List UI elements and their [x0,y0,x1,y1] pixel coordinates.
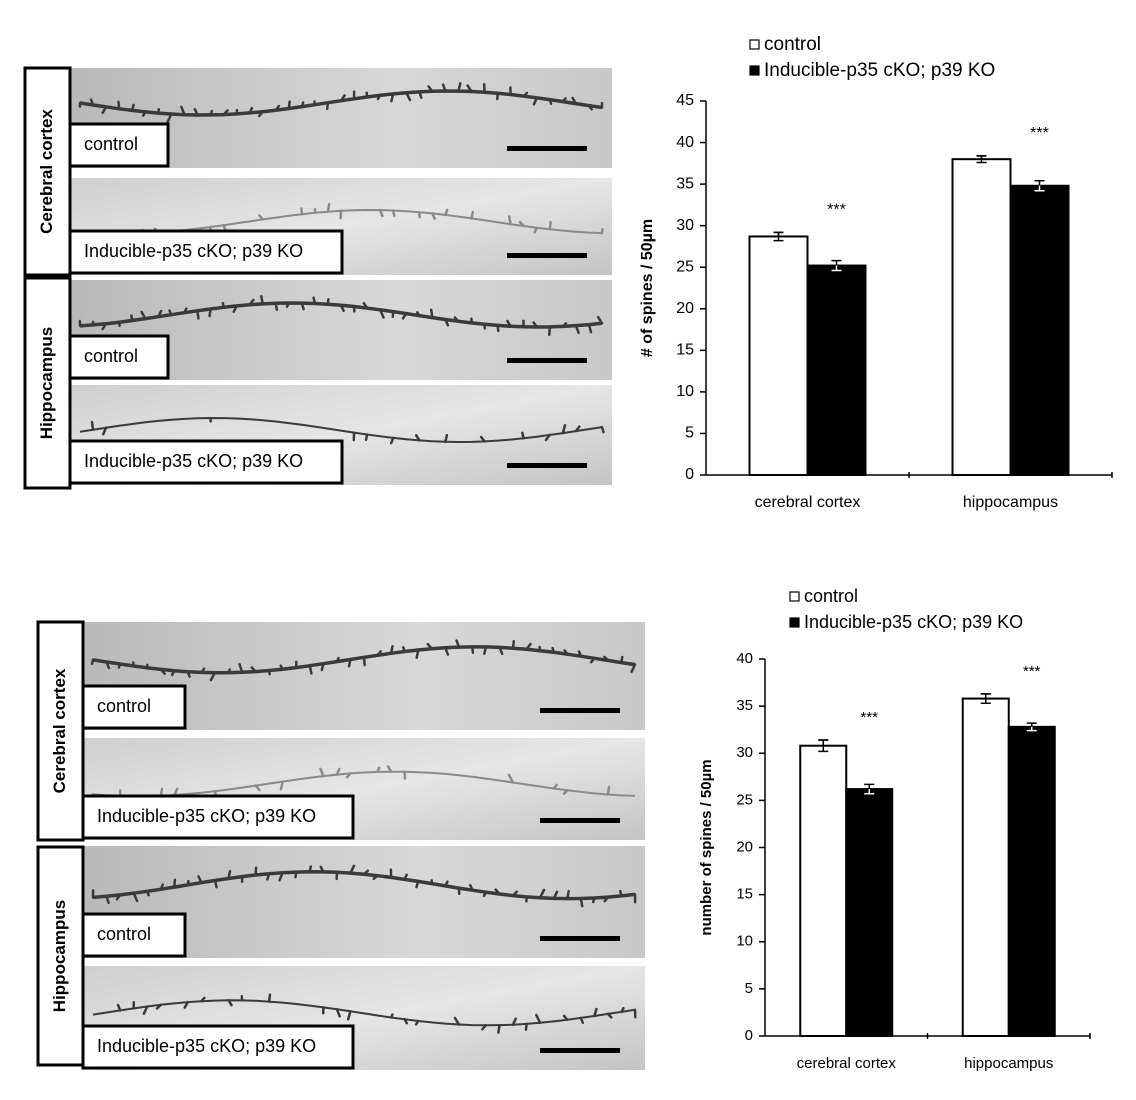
x-tick-label: hippocampus [964,1055,1053,1072]
bar [961,697,1010,1038]
region-label: Cerebral cortex [37,109,56,234]
scale-bar [507,358,587,363]
region-box [23,66,72,277]
legend-label: control [764,34,821,55]
legend-swatch [749,65,760,76]
y-tick-label: 0 [685,466,694,483]
region-box [36,845,85,1067]
micrograph-label: Inducible-p35 cKO; p39 KO [84,451,303,471]
y-tick-label: 20 [676,300,694,317]
micrograph-label: control [97,696,151,716]
significance: *** [1023,663,1041,680]
significance: *** [860,709,878,726]
error-bar-top [1026,722,1037,727]
error-bar-top [1034,180,1045,186]
y-tick-label: 35 [676,175,694,192]
error-bar-top [864,783,875,790]
bar [1009,184,1070,476]
scale-bar [540,818,620,823]
micrograph-label: Inducible-p35 cKO; p39 KO [97,806,316,826]
scale-bar [540,708,620,713]
bar [748,235,809,476]
significance: *** [827,202,846,219]
y-tick-label: 10 [676,383,694,400]
bar [1007,725,1056,1037]
y-tick-label: 5 [745,980,753,997]
y-tick-label: 35 [736,697,753,714]
y-axis-label: # of spines / 50µm [639,219,656,357]
micrograph-label: Inducible-p35 cKO; p39 KO [97,1036,316,1056]
y-tick-label: 45 [676,92,694,109]
error-bar-top [831,259,842,266]
dendrite [92,770,636,798]
x-tick-label: hippocampus [963,494,1058,511]
scale-bar [507,253,587,258]
y-tick-label: 15 [736,886,753,903]
bar [951,158,1012,477]
micrograph-label: Inducible-p35 cKO; p39 KO [84,241,303,261]
scale-bar [540,1048,620,1053]
y-tick-label: 15 [676,342,694,359]
y-tick-label: 5 [685,425,694,442]
x-tick-label: cerebral cortex [797,1055,897,1072]
error-bar-top [773,231,784,237]
micrograph-label: control [97,924,151,944]
bar [845,788,894,1037]
spines [90,639,637,682]
scale-bar [507,146,587,151]
error-bar-top [818,739,829,746]
region-box [36,620,85,842]
region-label: Hippocampus [50,900,69,1012]
spines [90,416,605,445]
legend-label: Inducible-p35 cKO; p39 KO [804,612,1023,632]
spines [78,82,604,124]
legend-label: control [804,586,858,606]
region-label: Hippocampus [37,327,56,439]
scale-bar [507,463,587,468]
region-box [23,276,72,490]
y-tick-label: 25 [676,258,694,275]
label-box [81,794,355,840]
significance: *** [1030,125,1049,142]
bar [806,264,867,476]
error-bar-top [976,155,987,160]
legend-swatch [749,39,760,50]
y-tick-label: 40 [676,134,694,151]
legend-swatch [789,591,800,602]
y-tick-label: 30 [676,217,694,234]
label-box [81,912,187,958]
micrograph-label: control [84,346,138,366]
micrograph-label: control [84,134,138,154]
label-box [68,439,344,485]
spines [91,864,637,908]
dendrite [79,416,603,444]
y-tick-label: 20 [736,838,753,855]
x-tick-label: cerebral cortex [755,494,861,511]
legend-swatch [789,617,800,628]
region-label: Cerebral cortex [50,668,69,793]
y-tick-label: 30 [736,744,753,761]
label-box [68,334,170,380]
spines [116,993,637,1034]
error-bar-top [980,693,991,699]
legend-label: Inducible-p35 cKO; p39 KO [764,60,995,81]
y-axis-label: number of spines / 50µm [698,759,715,935]
y-tick-label: 0 [745,1027,753,1044]
y-tick-label: 40 [736,650,753,667]
bar [799,744,848,1038]
spines [78,295,604,336]
scale-bar [540,936,620,941]
y-tick-label: 10 [736,933,753,950]
y-tick-label: 25 [736,791,753,808]
dendrite [92,999,636,1027]
